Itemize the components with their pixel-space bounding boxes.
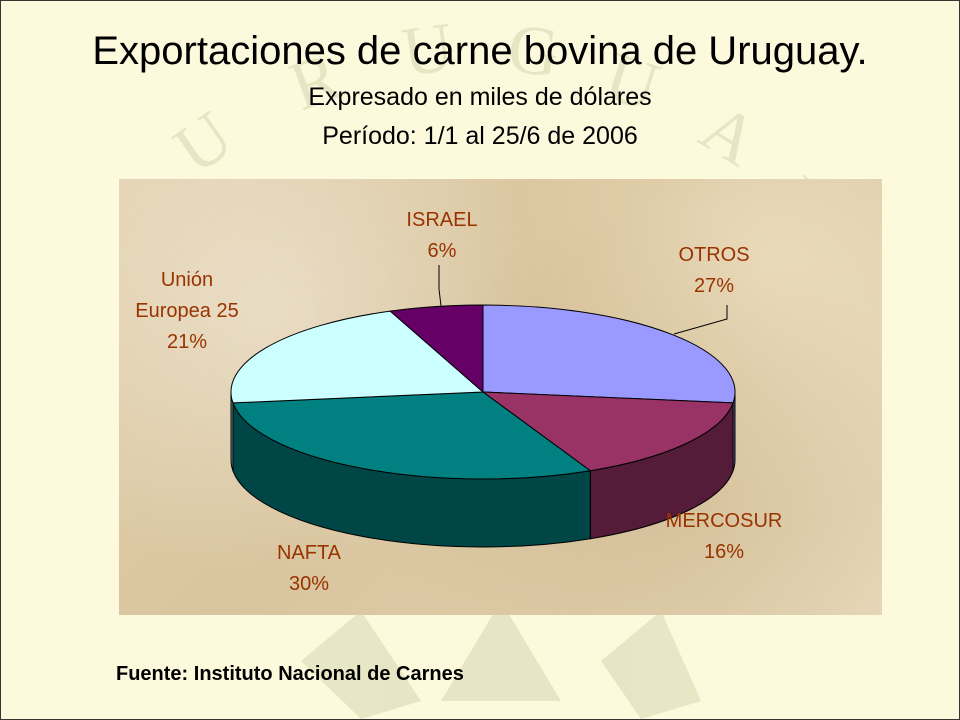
pie-label-mercosur: MERCOSUR 16% (666, 510, 783, 563)
pie-labels: OTROS 27% MERCOSUR 16% NAFTA 30% Unión Europea … (135, 209, 782, 595)
pie-slice-israel[interactable] (389, 304, 484, 394)
pie-slice-uni-n-europea-25[interactable] (230, 310, 485, 404)
pie-value-uni-n-europea-25: 21% (167, 331, 207, 353)
pie-label-nafta: NAFTA 30% (277, 542, 342, 595)
pie-slices (230, 304, 736, 480)
svg-text:U: U (398, 9, 459, 92)
pie-slice-otros[interactable] (482, 304, 736, 404)
svg-text:G: G (504, 10, 562, 92)
chart-plot-area: OTROS 27% MERCOSUR 16% NAFTA 30% Unión Europea … (119, 179, 882, 615)
pie-leader-otros (673, 305, 728, 335)
pie-value-otros: 27% (694, 275, 734, 297)
pie-value-mercosur: 16% (704, 541, 744, 563)
source-note: Fuente: Instituto Nacional de Carnes (116, 663, 464, 685)
pie-slice-nafta[interactable] (232, 391, 592, 480)
chart-title: Exportaciones de carne bovina de Uruguay… (92, 29, 868, 73)
chart-subtitle-units: Expresado en miles de dólares (308, 83, 652, 111)
pie-value-israel: 6% (428, 240, 457, 262)
pie-slice-mercosur[interactable] (481, 391, 734, 472)
pie-label-uni-n-europea-25: Unión Europea 25 21% (135, 269, 238, 353)
pie-label-otros: OTROS 27% (678, 244, 749, 297)
pie-label-israel: ISRAEL 6% (406, 209, 477, 262)
pie-chart: OTROS 27% MERCOSUR 16% NAFTA 30% Unión Europea … (135, 209, 782, 595)
pie-value-nafta: 30% (289, 573, 329, 595)
pie-side-uni-n-europea-25 (230, 391, 234, 472)
pie-side-walls (230, 391, 736, 548)
pie-leader-israel (438, 265, 442, 307)
chart-subtitle-period: Período: 1/1 al 25/6 de 2006 (322, 122, 638, 150)
